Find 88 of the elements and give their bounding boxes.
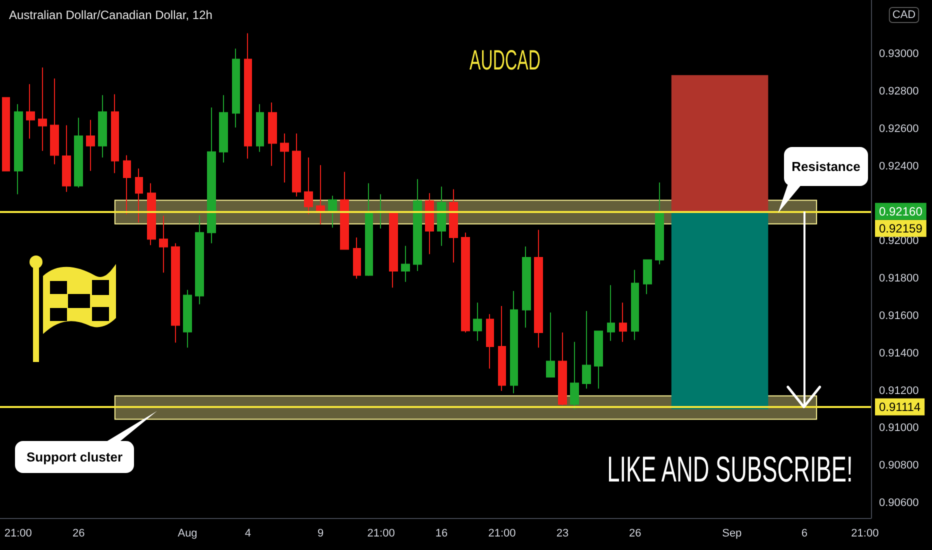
x-tick-label: 21:00 — [4, 528, 32, 540]
y-tick-label: 0.93000 — [879, 48, 919, 60]
candlestick — [292, 133, 301, 198]
candlestick — [207, 107, 216, 244]
text: AUDCAD — [470, 44, 540, 76]
candlestick — [62, 124, 71, 192]
candlestick — [425, 192, 434, 255]
y-tick-label: 0.90600 — [879, 497, 919, 510]
candlestick — [268, 102, 277, 166]
candlestick — [74, 117, 83, 188]
y-tick-label: 0.92400 — [879, 160, 919, 172]
x-tick-label: 9 — [318, 528, 324, 540]
x-tick-label: 6 — [801, 528, 808, 540]
candlestick — [183, 289, 192, 348]
candlestick — [232, 48, 240, 128]
candlestick — [437, 186, 446, 246]
x-tick-label: Sep — [722, 528, 742, 540]
candlestick — [123, 154, 131, 215]
candlestick — [389, 211, 398, 288]
candlestick — [316, 164, 325, 225]
annotation: Resistance — [792, 159, 860, 174]
candlestick — [655, 182, 664, 265]
candlestick — [534, 229, 543, 348]
y-tick-label: 0.92000 — [879, 235, 919, 248]
candlestick — [546, 312, 555, 378]
candlestick — [510, 290, 518, 394]
candlestick — [461, 232, 470, 333]
y-tick-label: 0.92600 — [879, 123, 919, 136]
candlestick — [280, 133, 289, 184]
candlestick — [195, 214, 204, 305]
ref-line-label: 0.92159 — [879, 221, 923, 236]
ref-line-label: 0.91114 — [879, 400, 921, 414]
candlestick — [244, 32, 252, 160]
candlestick — [2, 97, 10, 172]
candlestick — [38, 67, 47, 152]
y-tick-label: 0.91200 — [879, 384, 919, 397]
candlestick — [14, 104, 23, 195]
y-tick-label: 0.91000 — [879, 422, 919, 434]
candlestick — [607, 284, 615, 342]
candlestick — [643, 259, 652, 295]
y-tick-label: 0.90800 — [879, 460, 919, 472]
candlestick — [413, 178, 422, 272]
candlestick — [256, 104, 264, 152]
candlestick — [486, 314, 494, 370]
annotation: LIKE AND SUBSCRIBE! — [607, 450, 853, 490]
candlestick — [159, 215, 168, 274]
candlestick — [98, 94, 107, 158]
candlestick — [401, 245, 410, 282]
candlestick — [498, 305, 506, 392]
x-tick-label: 21:00 — [851, 528, 879, 540]
x-tick-label: Aug — [178, 528, 198, 540]
candlestick — [558, 332, 567, 406]
y-axis-title: CAD — [892, 9, 916, 21]
candlestick — [449, 188, 458, 264]
y-tick-label: 0.91400 — [879, 347, 919, 360]
candlestick — [147, 182, 156, 246]
text: 0.92160 — [879, 204, 923, 218]
x-tick-label: 21:00 — [367, 528, 395, 540]
x-tick-label: 16 — [435, 528, 448, 540]
candlestick — [619, 302, 627, 342]
candlestick — [171, 242, 180, 344]
candlestick — [353, 236, 361, 280]
candlestick — [50, 78, 59, 165]
candlestick — [631, 269, 639, 340]
x-tick-label: 21:00 — [488, 528, 516, 540]
candlestick — [522, 246, 531, 328]
candlestick — [473, 302, 482, 342]
y-tick-label: 0.91600 — [879, 310, 919, 322]
text: Australian Dollar/Canadian Dollar, 12h — [9, 8, 212, 22]
candlestick — [570, 341, 579, 410]
x-tick-label: 4 — [244, 528, 252, 540]
candlestick — [304, 156, 313, 215]
y-tick-label: 0.91800 — [879, 272, 919, 285]
x-tick-label: 26 — [628, 528, 642, 540]
candlestick — [365, 182, 373, 276]
candlestick — [594, 330, 603, 390]
candlestick — [340, 171, 349, 250]
candlestick — [86, 119, 95, 172]
y-tick-label: 0.92800 — [879, 86, 919, 98]
x-tick-label: 23 — [556, 528, 569, 540]
annotation: Support cluster — [26, 450, 123, 464]
candlestick — [219, 94, 228, 164]
x-tick-label: 26 — [72, 528, 85, 540]
candlestick — [135, 168, 143, 224]
candlestick — [582, 310, 591, 390]
candlestick — [111, 94, 119, 174]
candlestick — [328, 195, 337, 228]
candlestick — [26, 84, 35, 140]
